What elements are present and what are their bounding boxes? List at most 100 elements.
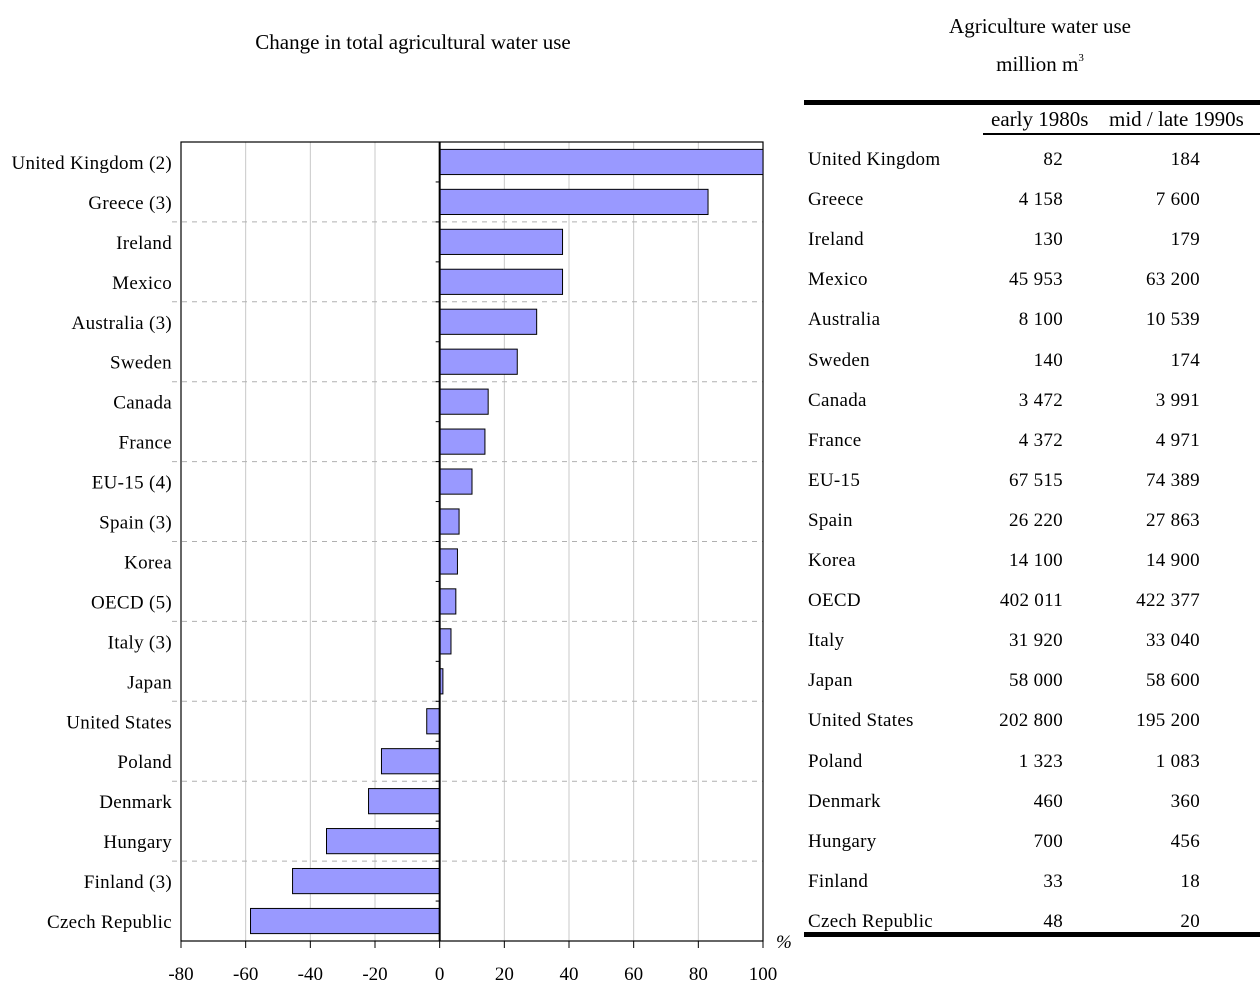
bar [439,428,486,455]
table-cell-early-1980s: 460 [1033,790,1063,812]
table-row: OECD 402 011 422 377 [808,590,1208,630]
table-cell-mid-late-1990s: 58 600 [1145,670,1200,692]
table-cell-early-1980s: 700 [1033,830,1063,852]
category-label: Sweden [110,353,172,374]
table-title-line1: Agriculture water use [949,14,1131,38]
table-row: Japan 58 000 58 600 [808,670,1208,710]
category-label: United States [66,712,172,733]
table-row: Canada 3 472 3 991 [808,390,1208,430]
x-tick-label: 0 [435,964,445,981]
table-cell-country: Mexico [808,269,868,291]
column-header-underline [983,133,1260,135]
table-cell-country: United States [808,710,914,732]
table-row: Hungary 700 456 [808,831,1208,871]
table-cell-mid-late-1990s: 1 083 [1155,750,1200,772]
table-cell-mid-late-1990s: 18 [1180,870,1200,892]
table-cell-early-1980s: 26 220 [1008,509,1063,531]
table-cell-mid-late-1990s: 174 [1170,349,1200,371]
table-cell-early-1980s: 8 100 [1018,309,1063,331]
table-cell-country: Poland [808,750,863,772]
bar [439,508,460,535]
table-cell-mid-late-1990s: 33 040 [1145,630,1200,652]
table-cell-early-1980s: 1 323 [1018,750,1063,772]
table-cell-early-1980s: 4 372 [1018,429,1063,451]
table-cell-country: United Kingdom [808,149,941,170]
x-tick-label: 80 [689,964,708,981]
table-cell-country: Denmark [808,790,881,812]
category-label: United Kingdom (2) [11,153,172,174]
table-cell-mid-late-1990s: 195 200 [1136,710,1200,732]
table-cell-country: Finland [808,870,869,892]
category-label: Greece (3) [88,193,172,214]
table-cell-country: EU-15 [808,469,861,491]
table-top-rule [804,100,1260,105]
table-cell-country: Greece [808,189,864,211]
bar [439,188,709,216]
table-cell-mid-late-1990s: 184 [1170,149,1200,170]
table-title: Agriculture water use million m3 [880,10,1200,80]
x-tick-label: 20 [495,964,514,981]
table-row: Italy 31 920 33 040 [808,630,1208,670]
table-row: Korea 14 100 14 900 [808,550,1208,590]
table-cell-mid-late-1990s: 63 200 [1145,269,1200,291]
table-row: Spain 26 220 27 863 [808,510,1208,550]
table-cell-country: Australia [808,309,881,331]
x-tick-label: 100 [749,964,778,981]
table-row: EU-15 67 515 74 389 [808,470,1208,510]
bar [380,748,441,775]
table-cell-early-1980s: 82 [1043,149,1063,170]
table-cell-early-1980s: 3 472 [1018,389,1063,411]
table-title-line2: million m3 [880,42,1200,80]
table-cell-country: Japan [808,670,853,692]
table-title-superscript: 3 [1078,52,1084,64]
table-cell-mid-late-1990s: 74 389 [1145,469,1200,491]
category-label: Japan [127,672,172,693]
table-cell-early-1980s: 48 [1043,910,1063,932]
bar [439,308,538,335]
table-row: United Kingdom 82 184 [808,149,1208,189]
bar [439,228,564,255]
category-label: Czech Republic [47,912,172,933]
bar [439,548,458,575]
category-label: Mexico [112,273,172,294]
table-cell-country: Czech Republic [808,910,934,932]
table-cell-mid-late-1990s: 456 [1170,830,1200,852]
category-label: Denmark [99,792,172,813]
table-cell-mid-late-1990s: 3 991 [1155,389,1200,411]
category-label: Italy (3) [108,632,172,653]
table-cell-mid-late-1990s: 7 600 [1155,189,1200,211]
bar [326,828,441,855]
table-cell-early-1980s: 4 158 [1018,189,1063,211]
category-label: Hungary [103,832,172,853]
x-tick-label: -20 [362,964,387,981]
table-row: Poland 1 323 1 083 [808,751,1208,791]
bar [439,388,489,415]
x-tick-label: 60 [624,964,643,981]
table-cell-early-1980s: 14 100 [1008,550,1063,571]
table-cell-mid-late-1990s: 20 [1180,910,1200,932]
category-label: Poland [117,752,172,773]
table-cell-early-1980s: 202 800 [999,710,1063,732]
table-cell-country: Ireland [808,229,864,251]
category-label: France [119,433,173,454]
category-label: OECD (5) [91,592,172,613]
x-tick-label: -40 [298,964,323,981]
bar [292,867,441,895]
table-cell-early-1980s: 140 [1033,349,1063,371]
table-row: Sweden 140 174 [808,350,1208,390]
category-label: Korea [124,552,172,573]
table-cell-mid-late-1990s: 4 971 [1155,429,1200,451]
x-tick-label: -80 [168,964,193,981]
table-cell-mid-late-1990s: 179 [1170,229,1200,251]
table-cell-country: Spain [808,509,853,531]
category-label: Canada [113,393,172,414]
table-cell-early-1980s: 31 920 [1008,630,1063,652]
table-cell-country: Hungary [808,830,877,852]
table-cell-early-1980s: 33 [1043,870,1063,892]
table-cell-mid-late-1990s: 14 900 [1145,550,1200,571]
bar [439,148,764,176]
table-cell-country: France [808,429,862,451]
bar [439,588,457,615]
category-label: Spain (3) [99,513,172,534]
x-tick-label: -60 [233,964,258,981]
